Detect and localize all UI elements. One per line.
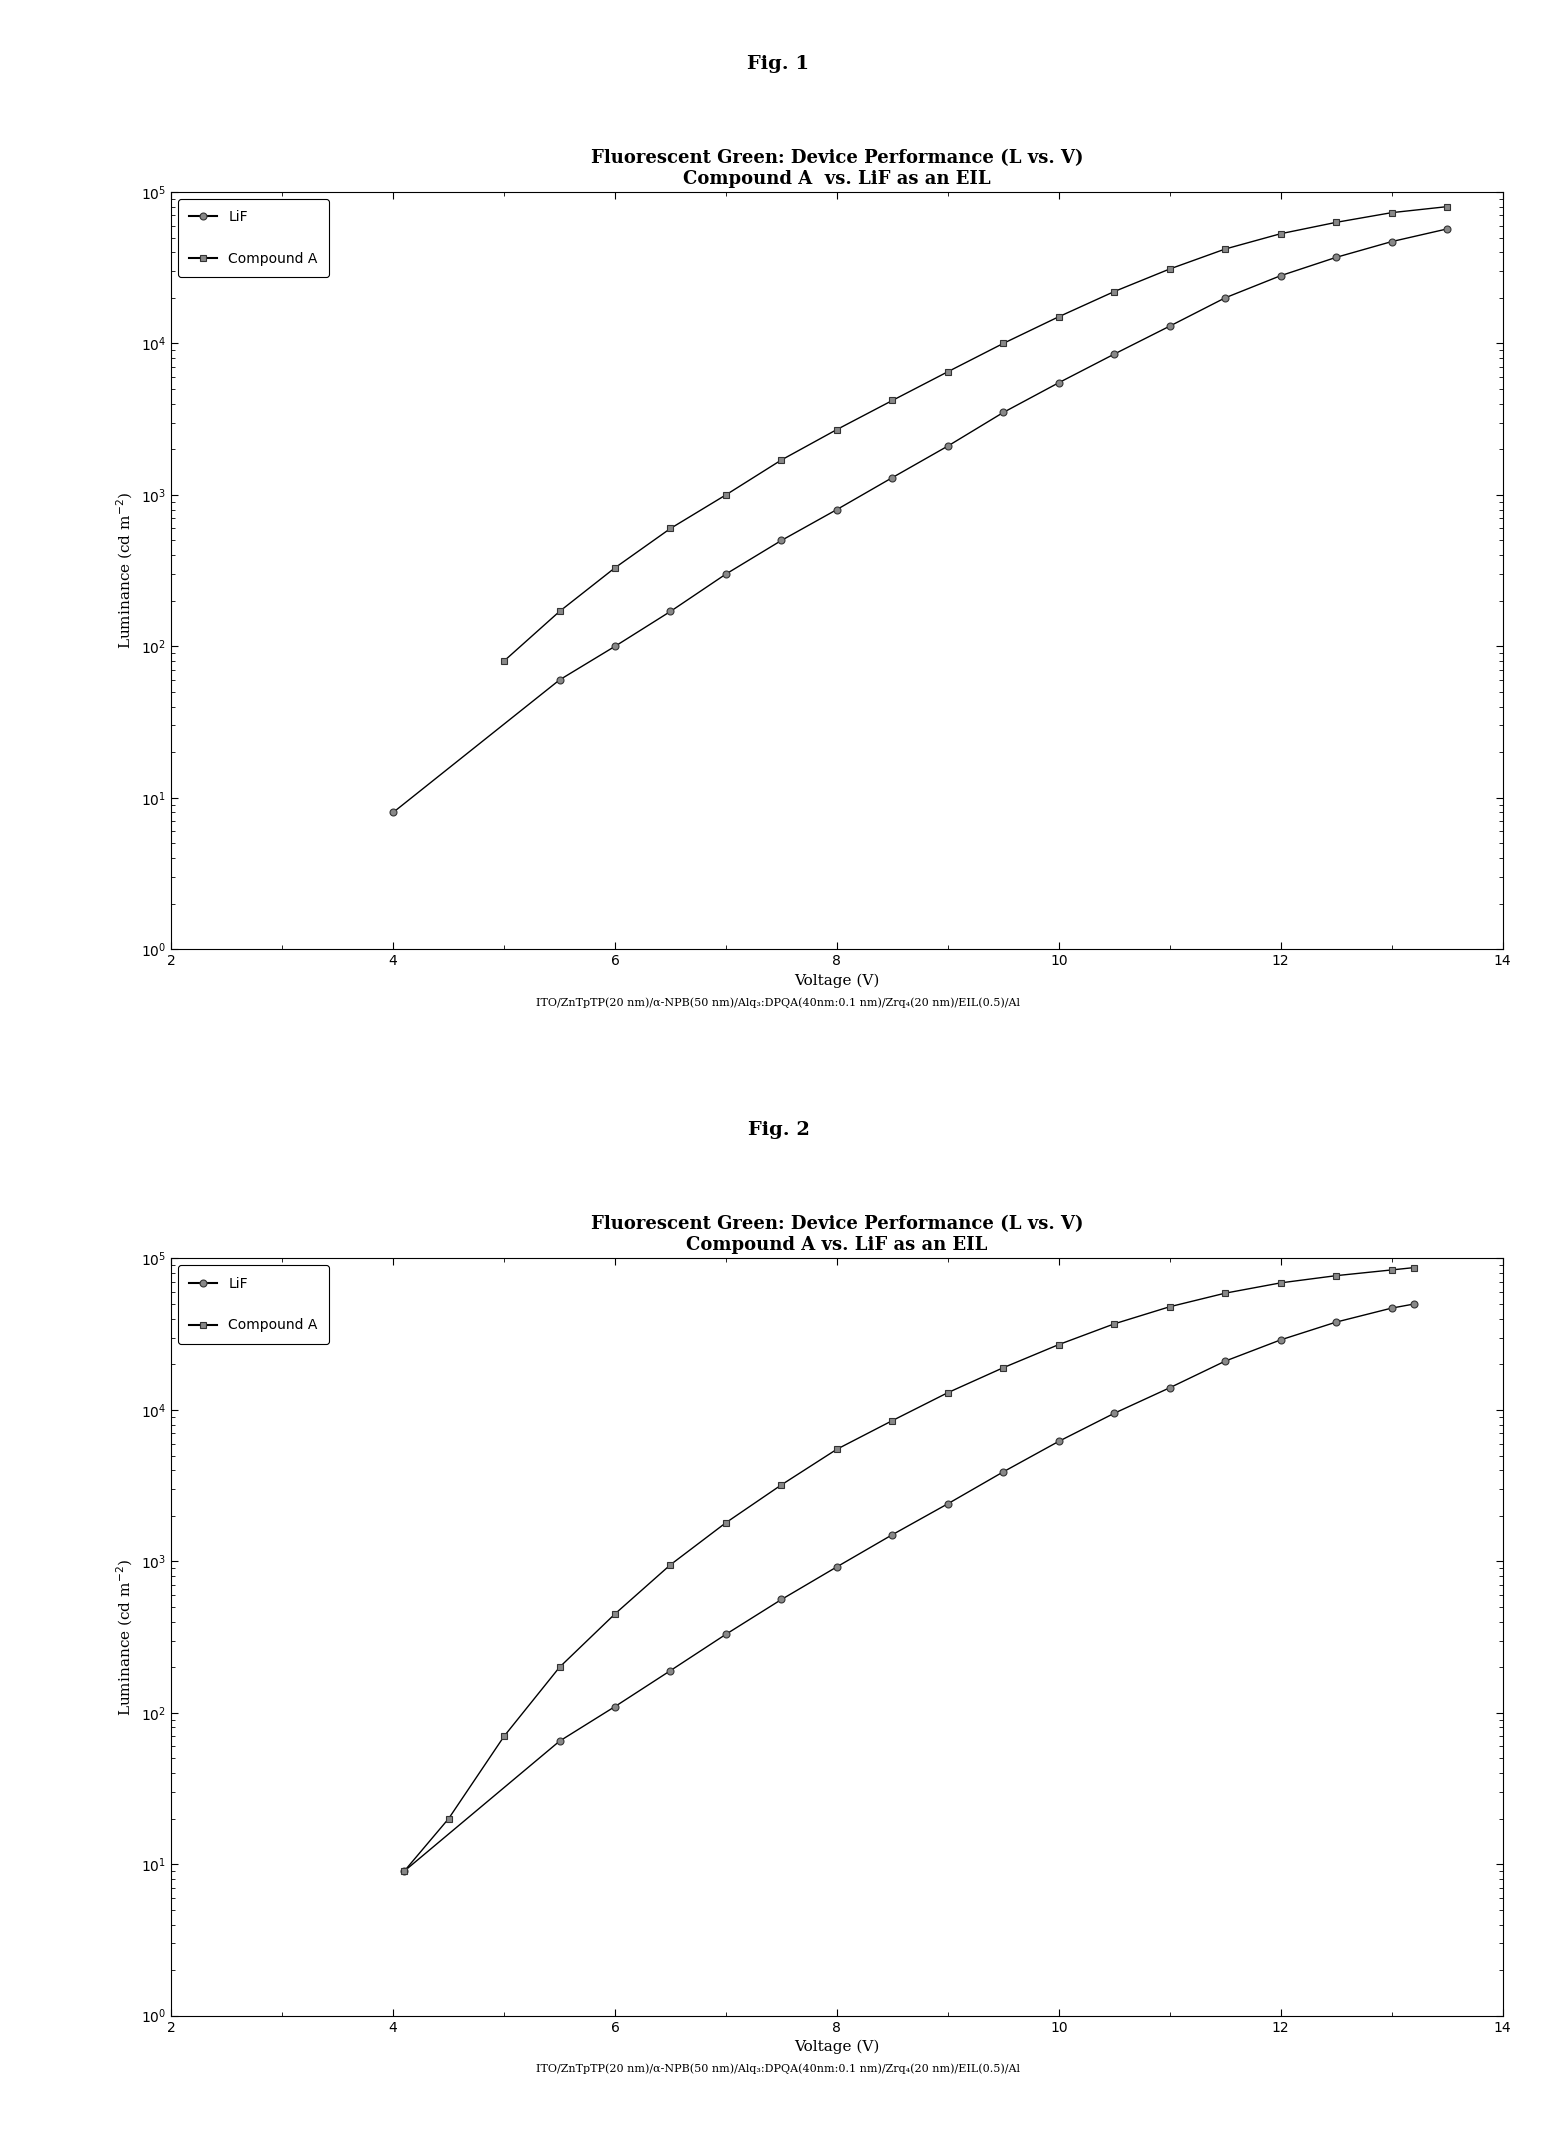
LiF xyxy=(550,1728,568,1753)
Compound A xyxy=(1049,303,1068,328)
Compound A xyxy=(716,482,735,508)
LiF xyxy=(550,668,568,693)
Compound A xyxy=(827,1436,845,1461)
Compound A xyxy=(1105,279,1124,305)
Y-axis label: Luminance (cd m$^{-2}$): Luminance (cd m$^{-2}$) xyxy=(115,1559,135,1715)
Compound A xyxy=(1383,201,1401,226)
LiF xyxy=(772,1587,791,1613)
Compound A xyxy=(1160,1295,1179,1320)
Text: ITO/ZnTpTP(20 nm)/α-NPB(50 nm)/Alq₃:DPQA(40nm:0.1 nm)/Zrq₄(20 nm)/EIL(0.5)/Al: ITO/ZnTpTP(20 nm)/α-NPB(50 nm)/Alq₃:DPQA… xyxy=(537,2065,1020,2073)
LiF xyxy=(827,497,845,523)
Compound A xyxy=(1271,222,1289,247)
LiF xyxy=(606,1694,624,1719)
LiF xyxy=(1271,1327,1289,1352)
LiF xyxy=(883,465,902,491)
Compound A xyxy=(1049,1331,1068,1357)
LiF xyxy=(827,1555,845,1581)
X-axis label: Voltage (V): Voltage (V) xyxy=(794,973,880,988)
LiF xyxy=(1327,1310,1345,1335)
LiF xyxy=(662,599,680,625)
Legend: LiF, , Compound A: LiF, , Compound A xyxy=(177,198,329,277)
LiF xyxy=(1271,262,1289,288)
Text: Fig. 2: Fig. 2 xyxy=(747,1122,810,1139)
Compound A xyxy=(1160,256,1179,282)
LiF xyxy=(1049,1429,1068,1455)
Compound A xyxy=(395,1858,414,1883)
LiF xyxy=(1216,1348,1235,1374)
Line: Compound A: Compound A xyxy=(400,1265,1417,1875)
LiF xyxy=(662,1657,680,1683)
Compound A xyxy=(1216,1280,1235,1305)
LiF xyxy=(939,1491,958,1517)
Compound A xyxy=(1327,209,1345,235)
LiF xyxy=(1160,314,1179,339)
Compound A xyxy=(1437,194,1456,220)
Compound A xyxy=(883,388,902,414)
Compound A xyxy=(550,1655,568,1681)
LiF xyxy=(606,634,624,659)
LiF xyxy=(1383,228,1401,254)
Compound A xyxy=(439,1807,458,1832)
Compound A xyxy=(827,416,845,442)
Compound A xyxy=(1271,1269,1289,1295)
Compound A xyxy=(606,555,624,580)
Compound A xyxy=(1327,1263,1345,1288)
LiF xyxy=(1049,369,1068,395)
LiF xyxy=(1216,286,1235,311)
LiF xyxy=(1404,1290,1423,1316)
Compound A xyxy=(606,1602,624,1627)
Compound A xyxy=(939,1380,958,1406)
LiF xyxy=(772,527,791,552)
Compound A xyxy=(993,331,1012,356)
Compound A xyxy=(716,1510,735,1536)
X-axis label: Voltage (V): Voltage (V) xyxy=(794,2039,880,2054)
Compound A xyxy=(772,448,791,474)
Compound A xyxy=(883,1408,902,1433)
LiF xyxy=(883,1521,902,1546)
LiF xyxy=(716,561,735,587)
Title: Fluorescent Green: Device Performance (L vs. V)
Compound A  vs. LiF as an EIL: Fluorescent Green: Device Performance (L… xyxy=(590,149,1084,188)
LiF xyxy=(1105,1401,1124,1427)
LiF xyxy=(939,433,958,459)
LiF xyxy=(383,800,402,825)
Compound A xyxy=(662,1553,680,1578)
Text: Fig. 1: Fig. 1 xyxy=(747,55,810,73)
LiF xyxy=(1105,341,1124,367)
Legend: LiF, , Compound A: LiF, , Compound A xyxy=(177,1265,329,1344)
Compound A xyxy=(1404,1254,1423,1280)
LiF xyxy=(993,1459,1012,1485)
LiF xyxy=(1437,215,1456,241)
Line: LiF: LiF xyxy=(400,1301,1417,1875)
Text: ITO/ZnTpTP(20 nm)/α-NPB(50 nm)/Alq₃:DPQA(40nm:0.1 nm)/Zrq₄(20 nm)/EIL(0.5)/Al: ITO/ZnTpTP(20 nm)/α-NPB(50 nm)/Alq₃:DPQA… xyxy=(537,998,1020,1007)
Compound A xyxy=(772,1472,791,1497)
LiF xyxy=(395,1858,414,1883)
LiF xyxy=(1327,245,1345,271)
Compound A xyxy=(662,516,680,542)
Compound A xyxy=(1216,237,1235,262)
Compound A xyxy=(550,599,568,625)
LiF xyxy=(1160,1376,1179,1401)
Line: Compound A: Compound A xyxy=(501,203,1451,665)
Compound A xyxy=(939,358,958,384)
Compound A xyxy=(1383,1256,1401,1282)
Title: Fluorescent Green: Device Performance (L vs. V)
Compound A vs. LiF as an EIL: Fluorescent Green: Device Performance (L… xyxy=(590,1216,1084,1254)
LiF xyxy=(993,399,1012,424)
Y-axis label: Luminance (cd m$^{-2}$): Luminance (cd m$^{-2}$) xyxy=(115,493,135,648)
LiF xyxy=(716,1621,735,1647)
Compound A xyxy=(495,1723,514,1749)
Line: LiF: LiF xyxy=(389,226,1451,817)
Compound A xyxy=(993,1354,1012,1380)
Compound A xyxy=(1105,1312,1124,1337)
Compound A xyxy=(495,648,514,674)
LiF xyxy=(1383,1295,1401,1320)
